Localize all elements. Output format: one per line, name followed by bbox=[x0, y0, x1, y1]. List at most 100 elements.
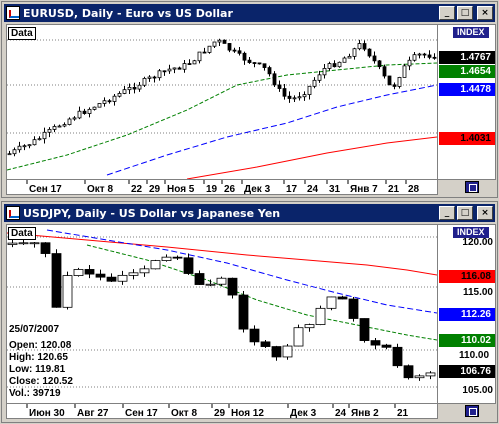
usdjpy-price-tag-close: 106.76 bbox=[439, 365, 495, 378]
time-tick-label: 29 bbox=[214, 408, 226, 418]
time-tick-label: Янв 7 bbox=[350, 184, 378, 194]
candle bbox=[292, 95, 297, 103]
candle bbox=[137, 82, 142, 92]
usdjpy-plot-area[interactable] bbox=[6, 224, 438, 404]
usdjpy-time-axis[interactable]: Июн 30 Авг 27 Сен 17 Окт 8 29 Ноя 12 Дек 3 24 Ян… bbox=[6, 404, 438, 419]
candle bbox=[414, 374, 425, 381]
candle bbox=[212, 41, 217, 48]
candle bbox=[367, 48, 372, 58]
minimize-button[interactable]: _ bbox=[439, 6, 455, 20]
candle bbox=[197, 51, 202, 64]
candle bbox=[227, 277, 238, 299]
candle bbox=[139, 265, 150, 277]
usdjpy-candles bbox=[6, 229, 438, 388]
usdjpy-price-tag-ma-green: 110.02 bbox=[439, 334, 495, 347]
candle bbox=[67, 117, 72, 126]
candle bbox=[403, 364, 414, 380]
candle bbox=[238, 291, 249, 333]
candle bbox=[62, 271, 73, 310]
maximize-button[interactable]: □ bbox=[457, 6, 473, 20]
time-tick-label: 22 bbox=[131, 184, 143, 194]
eurusd-candles bbox=[6, 38, 438, 180]
candle bbox=[237, 46, 242, 56]
candle bbox=[127, 83, 132, 94]
candle bbox=[152, 75, 157, 83]
time-tick-label: 19 bbox=[206, 184, 218, 194]
candle bbox=[282, 344, 293, 360]
candle bbox=[304, 323, 315, 332]
candle bbox=[142, 76, 147, 88]
candle bbox=[107, 99, 112, 104]
candle bbox=[287, 91, 292, 103]
close-button[interactable]: × bbox=[477, 6, 493, 20]
time-tick-label: Окт 8 bbox=[87, 184, 113, 194]
candle bbox=[106, 273, 117, 282]
candle bbox=[37, 136, 42, 141]
candle bbox=[257, 62, 262, 65]
candle bbox=[297, 92, 302, 101]
candle bbox=[372, 51, 377, 64]
candle bbox=[87, 107, 92, 118]
candle bbox=[216, 276, 227, 287]
candle bbox=[95, 269, 106, 281]
time-tick-label: 21 bbox=[397, 408, 409, 418]
candle bbox=[427, 50, 432, 60]
maximize-button[interactable]: □ bbox=[457, 206, 473, 220]
candle bbox=[342, 56, 347, 63]
eurusd-title-bar[interactable]: EURUSD, Daily - Euro vs US Dollar _ □ × bbox=[4, 4, 495, 22]
time-tick-label: Ноя 12 bbox=[231, 408, 264, 418]
candle bbox=[307, 85, 312, 100]
candle bbox=[312, 77, 317, 89]
candle bbox=[182, 60, 187, 73]
time-tick-label: Янв 2 bbox=[351, 408, 379, 418]
candle bbox=[207, 45, 212, 54]
candle bbox=[97, 103, 102, 108]
eurusd-data-label[interactable]: Data bbox=[8, 27, 36, 40]
candle bbox=[42, 127, 47, 144]
candle bbox=[112, 94, 117, 106]
candle bbox=[29, 241, 40, 248]
candle bbox=[202, 47, 207, 54]
usdjpy-title-bar[interactable]: USDJPY, Daily - US Dollar vs Japanese Ye… bbox=[4, 204, 495, 222]
candle bbox=[40, 242, 51, 258]
candle bbox=[132, 82, 137, 94]
candle bbox=[57, 124, 62, 128]
candle bbox=[47, 127, 52, 138]
minimize-button[interactable]: _ bbox=[439, 206, 455, 220]
candle bbox=[412, 51, 417, 62]
eurusd-index-button[interactable]: INDEX bbox=[453, 27, 489, 38]
eurusd-price-axis[interactable] bbox=[438, 24, 496, 180]
candle bbox=[51, 249, 62, 308]
usdjpy-nav-icon[interactable] bbox=[465, 405, 479, 417]
candle bbox=[177, 66, 182, 70]
candle bbox=[183, 253, 194, 275]
candle bbox=[27, 144, 32, 149]
eurusd-plot-area[interactable] bbox=[6, 24, 438, 180]
candle bbox=[397, 76, 402, 89]
usdjpy-data-label[interactable]: Data bbox=[8, 227, 36, 240]
candle bbox=[326, 296, 337, 311]
time-tick-label: Сен 17 bbox=[29, 184, 62, 194]
usdjpy-index-button[interactable]: INDEX bbox=[453, 227, 489, 238]
time-tick-label: 24 bbox=[335, 408, 347, 418]
time-tick-label: Окт 8 bbox=[171, 408, 197, 418]
info-date: 25/07/2007 bbox=[9, 324, 60, 335]
candle bbox=[7, 150, 12, 156]
candle bbox=[227, 43, 232, 53]
candle bbox=[392, 82, 397, 90]
candle bbox=[128, 269, 139, 280]
eurusd-time-axis[interactable]: Сен 17 Окт 8 22 29 Ноя 5 19 26 Дек 3 17 24 31 Янв 7… bbox=[6, 180, 438, 195]
info-open: Open: 120.08 bbox=[9, 340, 72, 351]
usdjpy-y-tick-115: 115.00 bbox=[462, 287, 493, 298]
candle bbox=[377, 60, 382, 70]
eurusd-nav-icon[interactable] bbox=[465, 181, 479, 193]
usdjpy-y-tick-105: 105.00 bbox=[462, 385, 493, 396]
time-tick-label: 17 bbox=[286, 184, 298, 194]
time-tick-label: 24 bbox=[307, 184, 319, 194]
candle bbox=[217, 38, 222, 46]
candle bbox=[347, 53, 352, 59]
close-button[interactable]: × bbox=[477, 206, 493, 220]
time-tick-label: 31 bbox=[329, 184, 341, 194]
candle bbox=[267, 65, 272, 77]
eurusd-price-tag-close: 1.4767 bbox=[439, 51, 495, 64]
